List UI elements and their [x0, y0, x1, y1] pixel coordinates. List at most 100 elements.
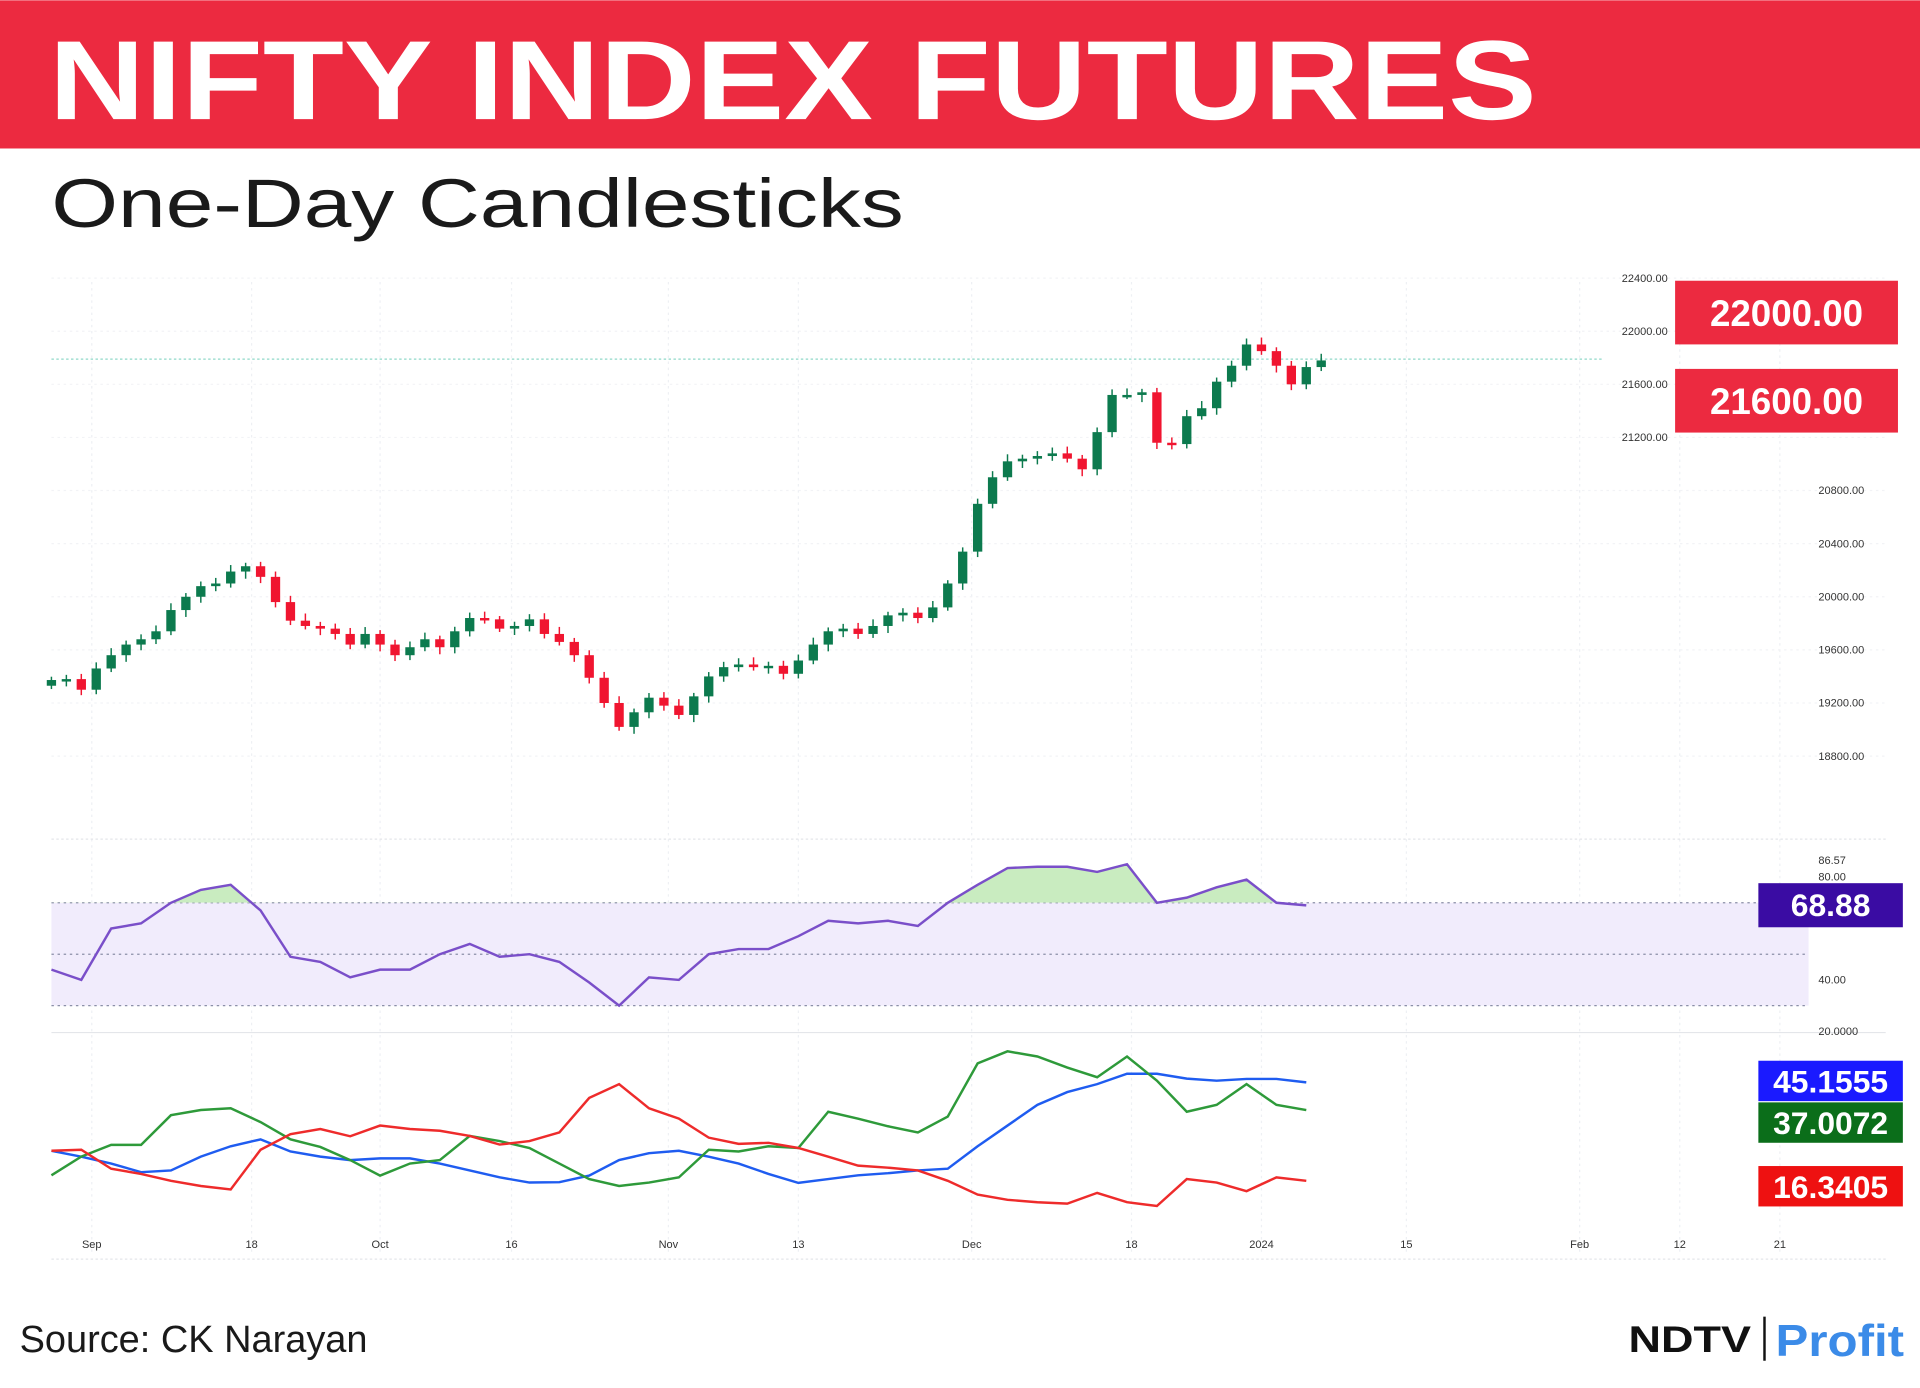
candle [913, 607, 923, 624]
candle [629, 708, 639, 734]
candle [1077, 454, 1087, 477]
candle-body [360, 633, 370, 645]
candle-body [689, 696, 699, 715]
candle [494, 616, 505, 632]
candle-body [778, 665, 789, 674]
candle [883, 611, 893, 634]
svg-text:22000.00: 22000.00 [1710, 293, 1863, 334]
candle [823, 627, 833, 652]
candle [569, 637, 579, 662]
x-axis-tick: Nov [659, 1239, 679, 1251]
candle [1301, 361, 1311, 390]
candle [808, 637, 818, 665]
x-axis-tick: 15 [1400, 1239, 1412, 1251]
candle-body [1286, 365, 1296, 385]
candle [345, 627, 355, 650]
candle-body [136, 639, 146, 645]
candle-body [494, 619, 505, 629]
candle [300, 613, 311, 630]
candle-body [121, 644, 131, 656]
candle [1316, 353, 1326, 372]
candle [480, 611, 490, 624]
candle-body [838, 628, 848, 632]
candle [1017, 454, 1028, 468]
candle-body [76, 679, 86, 690]
candle [46, 676, 57, 690]
dmi-line-adx [51, 1072, 1307, 1185]
candle-body [1197, 408, 1207, 417]
price-axis-tick: 20800.00 [1818, 485, 1864, 497]
candle [614, 696, 624, 731]
dmi-line-di [50, 1050, 1307, 1188]
candle [240, 562, 251, 579]
candle-body [300, 620, 311, 626]
candle-body [793, 660, 804, 674]
candle-body [704, 676, 714, 697]
svg-text:21600.00: 21600.00 [1710, 381, 1863, 422]
price-high-badge: 22000.00 [1675, 280, 1898, 345]
candle-body [240, 566, 251, 572]
candle-body [584, 655, 594, 678]
x-axis-tick: Sep [82, 1239, 102, 1251]
candle-body [315, 625, 325, 629]
candle [121, 640, 131, 662]
candle-body [1017, 458, 1028, 462]
candle [972, 498, 983, 558]
x-axis-tick: 12 [1674, 1239, 1686, 1251]
candle-body [614, 702, 624, 727]
candle [1212, 377, 1222, 415]
rsi-line [51, 862, 1307, 1008]
svg-text:45.1555: 45.1555 [1773, 1064, 1888, 1100]
candle-body [509, 625, 520, 629]
candle [450, 626, 460, 654]
candle [838, 623, 848, 638]
dmi-panel [50, 1050, 1307, 1208]
svg-text:16.3405: 16.3405 [1773, 1169, 1888, 1205]
candle-body [1122, 394, 1132, 398]
candle [898, 608, 908, 622]
candle [659, 692, 669, 711]
candle [315, 621, 325, 636]
price-axis-tick: 22400.00 [1622, 273, 1668, 285]
candle [166, 603, 176, 636]
candle-body [181, 596, 191, 611]
header-banner [0, 0, 1920, 149]
candle-body [972, 503, 983, 552]
candle-body [1152, 392, 1162, 443]
dmi-line-di [51, 1082, 1307, 1208]
candle [420, 632, 430, 652]
price-axis-tick: 20400.00 [1818, 538, 1864, 550]
candle [1062, 446, 1072, 463]
candle-body [674, 705, 684, 715]
candle-body [390, 644, 400, 656]
candle [868, 619, 878, 638]
candle [1092, 427, 1102, 476]
candle-body [151, 631, 161, 640]
candle [524, 614, 535, 632]
chart-title: NIFTY INDEX FUTURES [49, 17, 1537, 143]
candle-body [763, 665, 774, 669]
candle [763, 661, 774, 674]
candle-body [465, 618, 475, 632]
rsi-axis-tick: 86.57 [1818, 855, 1846, 867]
candle-body [733, 664, 744, 668]
candle-body [1062, 453, 1072, 459]
minus-di-value-badge: 16.3405 [1758, 1166, 1903, 1207]
candle [226, 565, 236, 588]
candle [1137, 388, 1147, 403]
candle [599, 671, 609, 708]
candle-body [270, 576, 281, 603]
candle-body [345, 633, 355, 645]
candle-body [524, 619, 535, 626]
candle [76, 673, 86, 696]
svg-text:NDTV: NDTV [1629, 1319, 1752, 1360]
candle [644, 693, 654, 719]
rsi-panel: 86.57 80.00 40.00 20.0000 [51, 855, 1858, 1038]
candle-body [569, 641, 579, 656]
candle-body [853, 628, 863, 634]
candle-body [405, 647, 415, 656]
candle-body [928, 607, 938, 619]
candle-body [285, 602, 296, 621]
candle-body [1226, 365, 1237, 382]
candle [1047, 447, 1057, 461]
